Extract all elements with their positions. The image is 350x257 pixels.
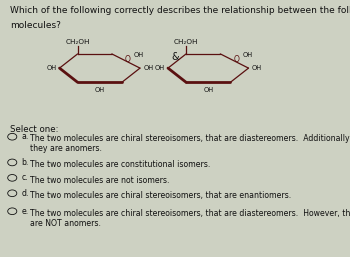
Text: OH: OH (252, 65, 262, 71)
Text: CH₂OH: CH₂OH (65, 39, 90, 45)
Text: OH: OH (243, 52, 253, 58)
Text: OH: OH (155, 65, 165, 71)
Text: e.: e. (22, 207, 29, 216)
Text: The two molecules are constitutional isomers.: The two molecules are constitutional iso… (30, 160, 210, 169)
Text: O: O (233, 54, 239, 63)
Text: The two molecules are chiral stereoisomers, that are diastereomers.  However, th: The two molecules are chiral stereoisome… (30, 209, 350, 218)
Text: molecules?: molecules? (10, 21, 61, 30)
Text: The two molecules are not isomers.: The two molecules are not isomers. (30, 176, 169, 185)
Text: CH₂OH: CH₂OH (174, 39, 198, 45)
Text: Select one:: Select one: (10, 125, 59, 134)
Text: &: & (171, 52, 179, 61)
Text: The two molecules are chiral stereoisomers, that are diastereomers.  Additionall: The two molecules are chiral stereoisome… (30, 134, 350, 143)
Text: OH: OH (46, 65, 56, 71)
Text: Which of the following correctly describes the relationship between the followin: Which of the following correctly describ… (10, 6, 350, 15)
Text: a.: a. (22, 132, 29, 141)
Text: OH: OH (143, 65, 153, 71)
Text: c.: c. (22, 173, 28, 182)
Text: b.: b. (22, 158, 29, 167)
Text: The two molecules are chiral stereoisomers, that are enantiomers.: The two molecules are chiral stereoisome… (30, 191, 291, 200)
Text: d.: d. (22, 189, 29, 198)
Text: are NOT anomers.: are NOT anomers. (30, 219, 101, 228)
Text: they are anomers.: they are anomers. (30, 144, 102, 153)
Text: OH: OH (203, 87, 213, 93)
Text: OH: OH (134, 52, 144, 58)
Text: OH: OH (95, 87, 105, 93)
Text: O: O (125, 54, 131, 63)
